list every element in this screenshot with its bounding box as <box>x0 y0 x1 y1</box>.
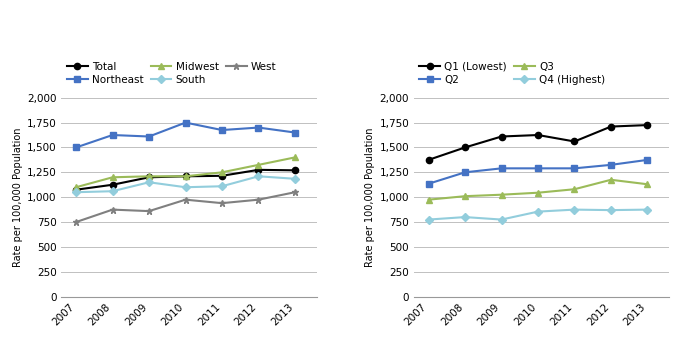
Q3 <box>607 178 615 182</box>
Q3 <box>643 182 652 186</box>
Q1 (Lowest) <box>424 158 432 162</box>
Q1 (Lowest) <box>643 123 652 127</box>
South <box>182 185 190 189</box>
Q4 (Highest) <box>497 217 505 222</box>
Total <box>109 183 117 187</box>
West <box>109 208 117 212</box>
West <box>182 198 190 202</box>
West <box>291 190 299 194</box>
Q1 (Lowest) <box>534 133 542 137</box>
Q3 <box>424 198 432 202</box>
West <box>218 201 226 205</box>
West <box>145 209 153 213</box>
Midwest <box>218 170 226 174</box>
Q2 <box>497 166 505 170</box>
Northeast <box>254 125 262 129</box>
South <box>291 177 299 181</box>
Line: South: South <box>73 173 298 195</box>
Q4 (Highest) <box>534 209 542 214</box>
South <box>145 180 153 184</box>
Y-axis label: Rate per 100,000 Population: Rate per 100,000 Population <box>365 127 375 267</box>
Q2 <box>607 163 615 167</box>
Legend: Total, Northeast, Midwest, South, West: Total, Northeast, Midwest, South, West <box>67 62 277 84</box>
Q4 (Highest) <box>643 208 652 212</box>
Q3 <box>534 191 542 195</box>
Midwest <box>291 155 299 159</box>
Midwest <box>72 185 80 189</box>
South <box>254 174 262 178</box>
Total <box>218 174 226 178</box>
Q1 (Lowest) <box>461 145 469 149</box>
Northeast <box>72 145 80 149</box>
Q3 <box>461 194 469 198</box>
Northeast <box>145 134 153 139</box>
Q2 <box>643 158 652 162</box>
Midwest <box>145 174 153 178</box>
Q4 (Highest) <box>424 217 432 222</box>
Northeast <box>291 131 299 135</box>
Line: Total: Total <box>73 167 298 193</box>
Q1 (Lowest) <box>497 134 505 139</box>
Q1 (Lowest) <box>607 125 615 129</box>
West <box>254 198 262 202</box>
Line: Q1 (Lowest): Q1 (Lowest) <box>426 122 651 163</box>
Line: West: West <box>73 189 298 225</box>
Q4 (Highest) <box>607 208 615 212</box>
South <box>218 184 226 188</box>
Q4 (Highest) <box>570 208 579 212</box>
South <box>109 189 117 193</box>
South <box>72 190 80 194</box>
Total <box>254 168 262 172</box>
Line: Midwest: Midwest <box>73 154 298 190</box>
Northeast <box>109 133 117 137</box>
Line: Q2: Q2 <box>426 157 651 187</box>
Legend: Q1 (Lowest), Q2, Q3, Q4 (Highest): Q1 (Lowest), Q2, Q3, Q4 (Highest) <box>419 62 605 84</box>
Q2 <box>461 170 469 174</box>
Q1 (Lowest) <box>570 139 579 143</box>
Q3 <box>497 193 505 197</box>
Q2 <box>570 166 579 170</box>
Y-axis label: Rate per 100,000 Population: Rate per 100,000 Population <box>13 127 23 267</box>
Total <box>291 168 299 172</box>
Northeast <box>182 120 190 125</box>
Total <box>72 188 80 192</box>
Q4 (Highest) <box>461 215 469 219</box>
Northeast <box>218 128 226 132</box>
Line: Northeast: Northeast <box>73 119 298 150</box>
Line: Q4 (Highest): Q4 (Highest) <box>426 207 651 223</box>
Q3 <box>570 187 579 191</box>
Q2 <box>424 182 432 186</box>
West <box>72 220 80 224</box>
Total <box>182 174 190 178</box>
Midwest <box>182 174 190 178</box>
Total <box>145 175 153 179</box>
Midwest <box>254 163 262 167</box>
Line: Q3: Q3 <box>426 177 651 203</box>
Q2 <box>534 166 542 170</box>
Midwest <box>109 175 117 179</box>
